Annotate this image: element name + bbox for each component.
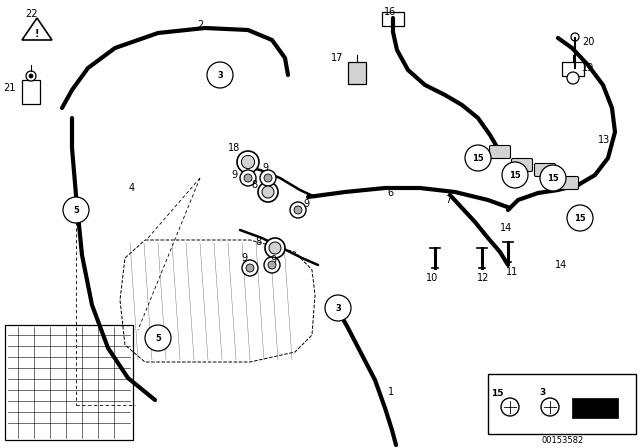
Circle shape xyxy=(294,206,302,214)
Text: 18: 18 xyxy=(228,143,240,153)
Text: 12: 12 xyxy=(477,273,489,283)
Text: 5: 5 xyxy=(540,404,546,413)
Text: 9: 9 xyxy=(303,199,309,209)
Circle shape xyxy=(501,398,519,416)
Bar xyxy=(348,62,366,84)
Text: 1: 1 xyxy=(388,387,394,397)
FancyBboxPatch shape xyxy=(557,177,579,190)
Text: !: ! xyxy=(35,29,39,39)
Circle shape xyxy=(240,170,256,186)
Text: 5: 5 xyxy=(155,333,161,343)
Text: 19: 19 xyxy=(582,63,595,73)
Circle shape xyxy=(567,205,593,231)
Text: 7: 7 xyxy=(445,195,451,205)
Text: 20: 20 xyxy=(582,37,595,47)
Text: 10: 10 xyxy=(426,273,438,283)
Text: 4: 4 xyxy=(129,183,135,193)
Text: 00153582: 00153582 xyxy=(542,435,584,444)
Text: 13: 13 xyxy=(598,135,611,145)
Circle shape xyxy=(26,71,36,81)
Text: 8: 8 xyxy=(256,237,262,247)
Circle shape xyxy=(465,145,491,171)
Circle shape xyxy=(241,155,255,168)
Circle shape xyxy=(290,202,306,218)
Bar xyxy=(562,62,584,76)
Circle shape xyxy=(265,238,285,258)
Circle shape xyxy=(246,264,254,272)
Circle shape xyxy=(242,260,258,276)
Text: 5: 5 xyxy=(73,206,79,215)
Circle shape xyxy=(268,261,276,269)
Circle shape xyxy=(244,174,252,182)
Circle shape xyxy=(264,257,280,273)
Text: 15: 15 xyxy=(509,171,521,180)
Polygon shape xyxy=(572,398,618,418)
Text: 11: 11 xyxy=(506,267,518,277)
Circle shape xyxy=(237,151,259,173)
Text: 2: 2 xyxy=(197,20,203,30)
Text: 15: 15 xyxy=(472,154,484,163)
Text: 3: 3 xyxy=(540,388,546,396)
Circle shape xyxy=(260,170,276,186)
Circle shape xyxy=(63,197,89,223)
Circle shape xyxy=(540,165,566,191)
Circle shape xyxy=(145,325,171,351)
Text: 15: 15 xyxy=(492,388,504,397)
Circle shape xyxy=(502,162,528,188)
Circle shape xyxy=(269,242,281,254)
Text: 9: 9 xyxy=(232,170,238,180)
Bar xyxy=(382,12,404,26)
Text: 14: 14 xyxy=(555,260,567,270)
Circle shape xyxy=(571,33,579,41)
Text: 15: 15 xyxy=(547,173,559,182)
Circle shape xyxy=(264,174,272,182)
Text: 21: 21 xyxy=(4,83,16,93)
Bar xyxy=(488,374,636,434)
Text: 16: 16 xyxy=(384,7,396,17)
Circle shape xyxy=(541,398,559,416)
Text: 3: 3 xyxy=(335,303,341,313)
Text: 15: 15 xyxy=(574,214,586,223)
Circle shape xyxy=(207,62,233,88)
Text: 9: 9 xyxy=(242,253,248,263)
Circle shape xyxy=(258,182,278,202)
FancyBboxPatch shape xyxy=(534,164,556,177)
Circle shape xyxy=(325,295,351,321)
Text: 6: 6 xyxy=(387,188,393,198)
FancyBboxPatch shape xyxy=(511,159,532,172)
Text: 14: 14 xyxy=(500,223,512,233)
Circle shape xyxy=(572,66,578,72)
Text: 3: 3 xyxy=(217,70,223,79)
Text: 17: 17 xyxy=(331,53,343,63)
Circle shape xyxy=(567,72,579,84)
Circle shape xyxy=(29,74,33,78)
Text: 9: 9 xyxy=(270,255,276,265)
Bar xyxy=(5,325,133,440)
FancyBboxPatch shape xyxy=(490,146,511,159)
Text: 8: 8 xyxy=(252,180,258,190)
Circle shape xyxy=(262,186,274,198)
Text: 9: 9 xyxy=(262,163,268,173)
Text: 22: 22 xyxy=(25,9,38,19)
Bar xyxy=(22,80,40,104)
